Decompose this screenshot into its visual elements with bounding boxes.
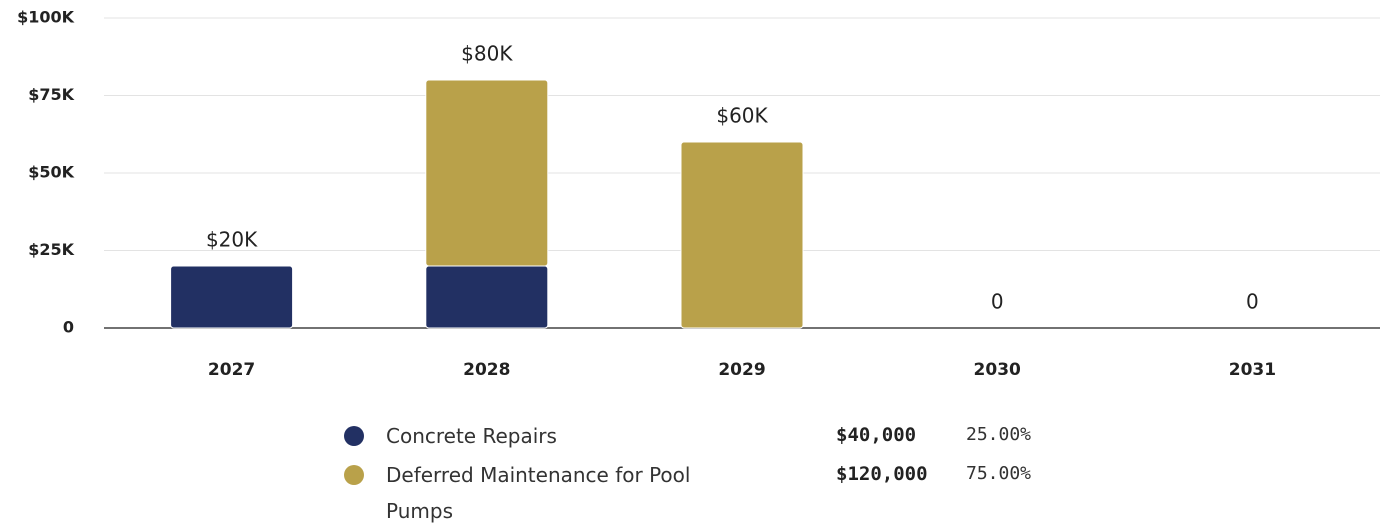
legend-swatch [344,426,364,446]
bar-segment [170,265,294,329]
legend-label: Concrete Repairs [386,424,557,448]
bar-segment [425,265,549,329]
legend: Concrete Repairs $40,000 25.00% Deferred Ma… [340,420,1340,523]
total-label: $80K [461,42,513,66]
legend-swatch [344,465,364,485]
x-tick-label: 2027 [208,360,255,380]
total-label: 0 [991,290,1004,314]
legend-total: $40,000 [836,424,917,446]
bar-segment [680,141,804,329]
legend-share: 25.00% [966,424,1032,445]
y-tick-label: $75K [28,85,74,104]
legend-item: Deferred Maintenance for Pool Pumps $120,… [340,459,1340,523]
x-tick-label: 2028 [463,360,510,380]
x-tick-label: 2029 [718,360,765,380]
total-label: $60K [716,104,768,128]
legend-item: Concrete Repairs $40,000 25.00% [340,420,1340,459]
x-tick-label: 2031 [1229,360,1276,380]
bar-segment [425,79,549,267]
legend-share: 75.00% [966,463,1032,484]
y-tick-label: $50K [28,163,74,182]
total-label: 0 [1246,290,1259,314]
x-tick-label: 2030 [974,360,1021,380]
legend-total: $120,000 [836,463,928,485]
legend-label: Deferred Maintenance for Pool Pumps [386,463,691,523]
y-tick-label: 0 [63,318,74,337]
y-tick-label: $25K [28,240,74,259]
total-label: $20K [206,228,258,252]
chart: 0 $25K $50K $75K $100K 2027 $20K 2028 $80K 2029 $6… [17,8,1380,380]
y-tick-label: $100K [17,8,75,27]
